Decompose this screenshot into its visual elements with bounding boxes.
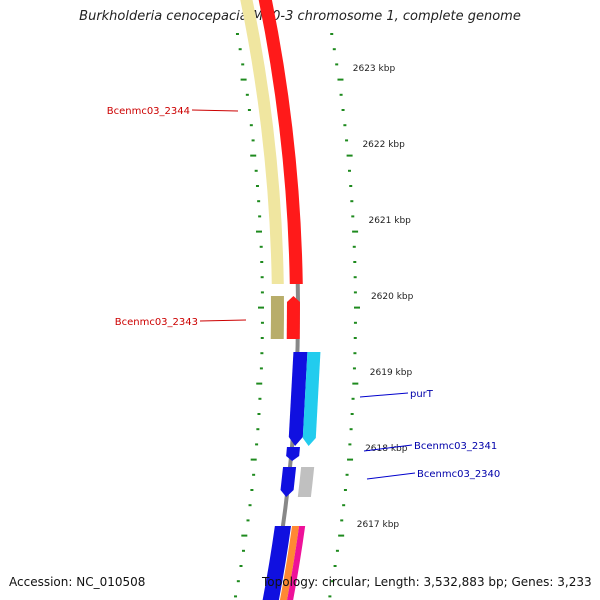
gene-leader-line [199,319,247,322]
ruler-label: 2620 kbp [371,292,414,302]
gray-cog-block-feature [297,467,315,497]
ruler-label: 2623 kbp [353,64,396,74]
gene-leader-line [363,444,413,452]
gene-leader-line [359,392,409,398]
left-tick-marks [234,33,264,598]
cyan-cog-arrow-feature [302,352,321,446]
yellow-cog-band-feature [240,0,284,284]
ruler-label: 2621 kbp [368,216,411,226]
ruler-labels: 2623 kbp 2622 kbp 2621 kbp 2620 kbp 2619 kbp… [353,64,414,530]
magenta-cog-band-feature [287,526,306,600]
blue-cog-arrow-1-feature [288,352,308,446]
ruler-label: 2622 kbp [362,140,405,150]
ruler-label: 2617 kbp [357,520,400,530]
red-cog-arrow-feature [286,296,300,339]
genome-stats: Topology: circular; Length: 3,532,883 bp… [262,575,592,589]
ruler-label: 2619 kbp [370,368,413,378]
feature-tracks [240,0,321,600]
gene-labels: Bcenmc03_2344 Bcenmc03_2343 purT Bcenmc03_2… [107,106,501,480]
gene-label: Bcenmc03_2341 [414,441,497,452]
gene-leader-line [191,109,239,112]
gene-label: Bcenmc03_2340 [417,469,500,480]
right-tick-marks [328,33,360,598]
ruler-label: 2618 kbp [365,444,408,454]
orange-cog-band-feature [279,526,300,600]
gene-label: Bcenmc03_2344 [107,106,190,117]
gene-leader-line [366,472,416,480]
blue-cog-band-feature [262,526,292,600]
red-cog-band-feature [258,0,303,284]
map-title: Burkholderia cenocepacia MC0-3 chromosom… [79,9,521,24]
accession-label: Accession: NC_010508 [9,575,146,589]
olive-cog-block-feature [270,296,285,339]
blue-cog-arrow-2-feature [286,447,300,461]
blue-cog-arrow-3-feature [280,467,297,497]
gene-label: Bcenmc03_2343 [115,317,198,328]
gene-label: purT [410,389,434,400]
